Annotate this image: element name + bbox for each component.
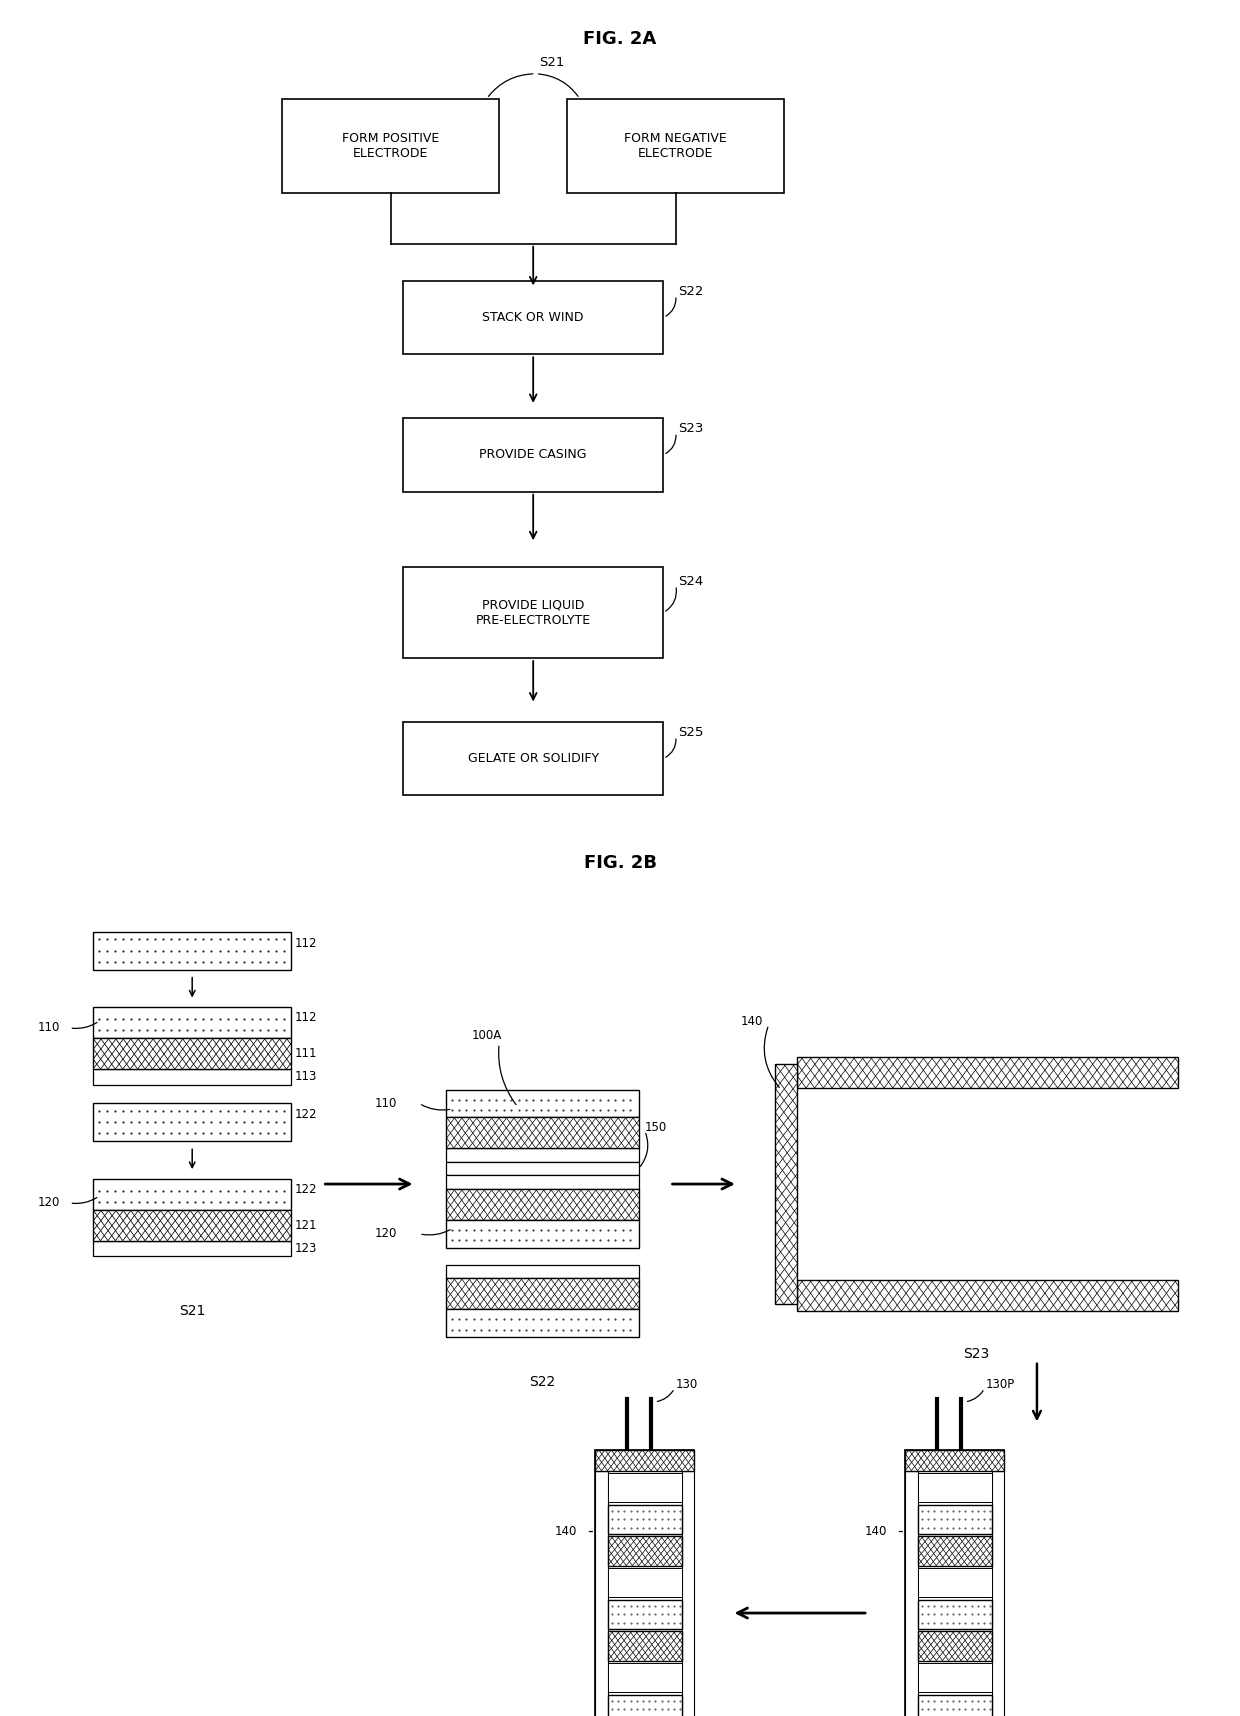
Bar (608, 1472, 682, 1502)
Text: GELATE OR SOLIDIFY: GELATE OR SOLIDIFY (467, 752, 599, 765)
Bar (595, 1471, 608, 1716)
Text: 110: 110 (374, 1097, 397, 1110)
Bar (93, 1069, 291, 1085)
Bar (595, 1450, 694, 1716)
Bar (93, 1038, 291, 1069)
Bar (918, 1599, 992, 1628)
Text: 150: 150 (645, 1121, 667, 1134)
Bar (918, 1568, 992, 1598)
Bar (918, 1472, 992, 1502)
Text: FIG. 2A: FIG. 2A (583, 31, 657, 48)
Text: S21: S21 (539, 55, 564, 69)
Text: 100A: 100A (471, 1028, 502, 1042)
Bar (992, 1471, 1004, 1716)
Bar (608, 1695, 682, 1716)
Bar (403, 419, 663, 491)
Bar (446, 1220, 639, 1248)
Text: PROVIDE LIQUID
PRE-ELECTROLYTE: PROVIDE LIQUID PRE-ELECTROLYTE (476, 599, 590, 626)
Text: 140: 140 (864, 1526, 887, 1538)
Bar (93, 932, 291, 970)
Bar (446, 1117, 639, 1148)
Bar (446, 1090, 639, 1117)
Bar (682, 1471, 694, 1716)
Bar (568, 98, 785, 192)
Bar (93, 1241, 291, 1256)
Bar (93, 1179, 291, 1210)
Text: S22: S22 (529, 1375, 556, 1388)
Text: 123: 123 (295, 1242, 317, 1254)
Bar (93, 1007, 291, 1038)
Bar (918, 1695, 992, 1716)
Bar (608, 1568, 682, 1598)
Text: 122: 122 (295, 1109, 317, 1121)
Bar (608, 1599, 682, 1628)
Text: 140: 140 (554, 1526, 577, 1538)
Bar (775, 1064, 797, 1304)
Text: 120: 120 (37, 1196, 60, 1210)
Bar (918, 1505, 992, 1534)
Text: 112: 112 (295, 1011, 317, 1024)
Bar (446, 1162, 639, 1175)
Text: FIG. 2B: FIG. 2B (584, 855, 656, 872)
Bar (93, 1210, 291, 1241)
Text: PROVIDE CASING: PROVIDE CASING (480, 448, 587, 462)
Bar (403, 566, 663, 659)
Bar (446, 1189, 639, 1220)
Text: S23: S23 (678, 422, 703, 436)
Text: S21: S21 (179, 1304, 206, 1318)
Text: S23: S23 (963, 1347, 990, 1361)
Text: 120: 120 (374, 1227, 397, 1241)
Bar (905, 1471, 918, 1716)
Text: 130P: 130P (986, 1378, 1016, 1392)
Bar (918, 1536, 992, 1565)
Bar (905, 1450, 1004, 1471)
Bar (403, 280, 663, 355)
Bar (403, 721, 663, 795)
Text: 113: 113 (295, 1071, 317, 1083)
Bar (608, 1536, 682, 1565)
Bar (797, 1057, 1178, 1088)
Bar (797, 1280, 1178, 1311)
Text: S24: S24 (678, 575, 703, 589)
Text: 122: 122 (295, 1182, 317, 1196)
Bar (595, 1450, 694, 1471)
Text: STACK OR WIND: STACK OR WIND (482, 311, 584, 324)
Text: 121: 121 (295, 1218, 317, 1232)
Bar (283, 98, 498, 192)
Bar (905, 1450, 1004, 1716)
Bar (608, 1505, 682, 1534)
Bar (918, 1632, 992, 1661)
Text: S25: S25 (678, 726, 703, 740)
Bar (918, 1663, 992, 1692)
Text: 112: 112 (295, 937, 317, 949)
Bar (608, 1632, 682, 1661)
Text: S22: S22 (678, 285, 703, 299)
Bar (446, 1309, 639, 1337)
Bar (446, 1148, 639, 1162)
Bar (446, 1265, 639, 1278)
Bar (446, 1278, 639, 1309)
Bar (446, 1175, 639, 1189)
Bar (608, 1663, 682, 1692)
Text: 130: 130 (676, 1378, 698, 1392)
Text: FORM NEGATIVE
ELECTRODE: FORM NEGATIVE ELECTRODE (625, 132, 727, 160)
Text: 140: 140 (740, 1014, 763, 1028)
Text: 111: 111 (295, 1047, 317, 1060)
Text: FORM POSITIVE
ELECTRODE: FORM POSITIVE ELECTRODE (342, 132, 439, 160)
Bar (93, 1103, 291, 1141)
Text: 110: 110 (37, 1021, 60, 1035)
